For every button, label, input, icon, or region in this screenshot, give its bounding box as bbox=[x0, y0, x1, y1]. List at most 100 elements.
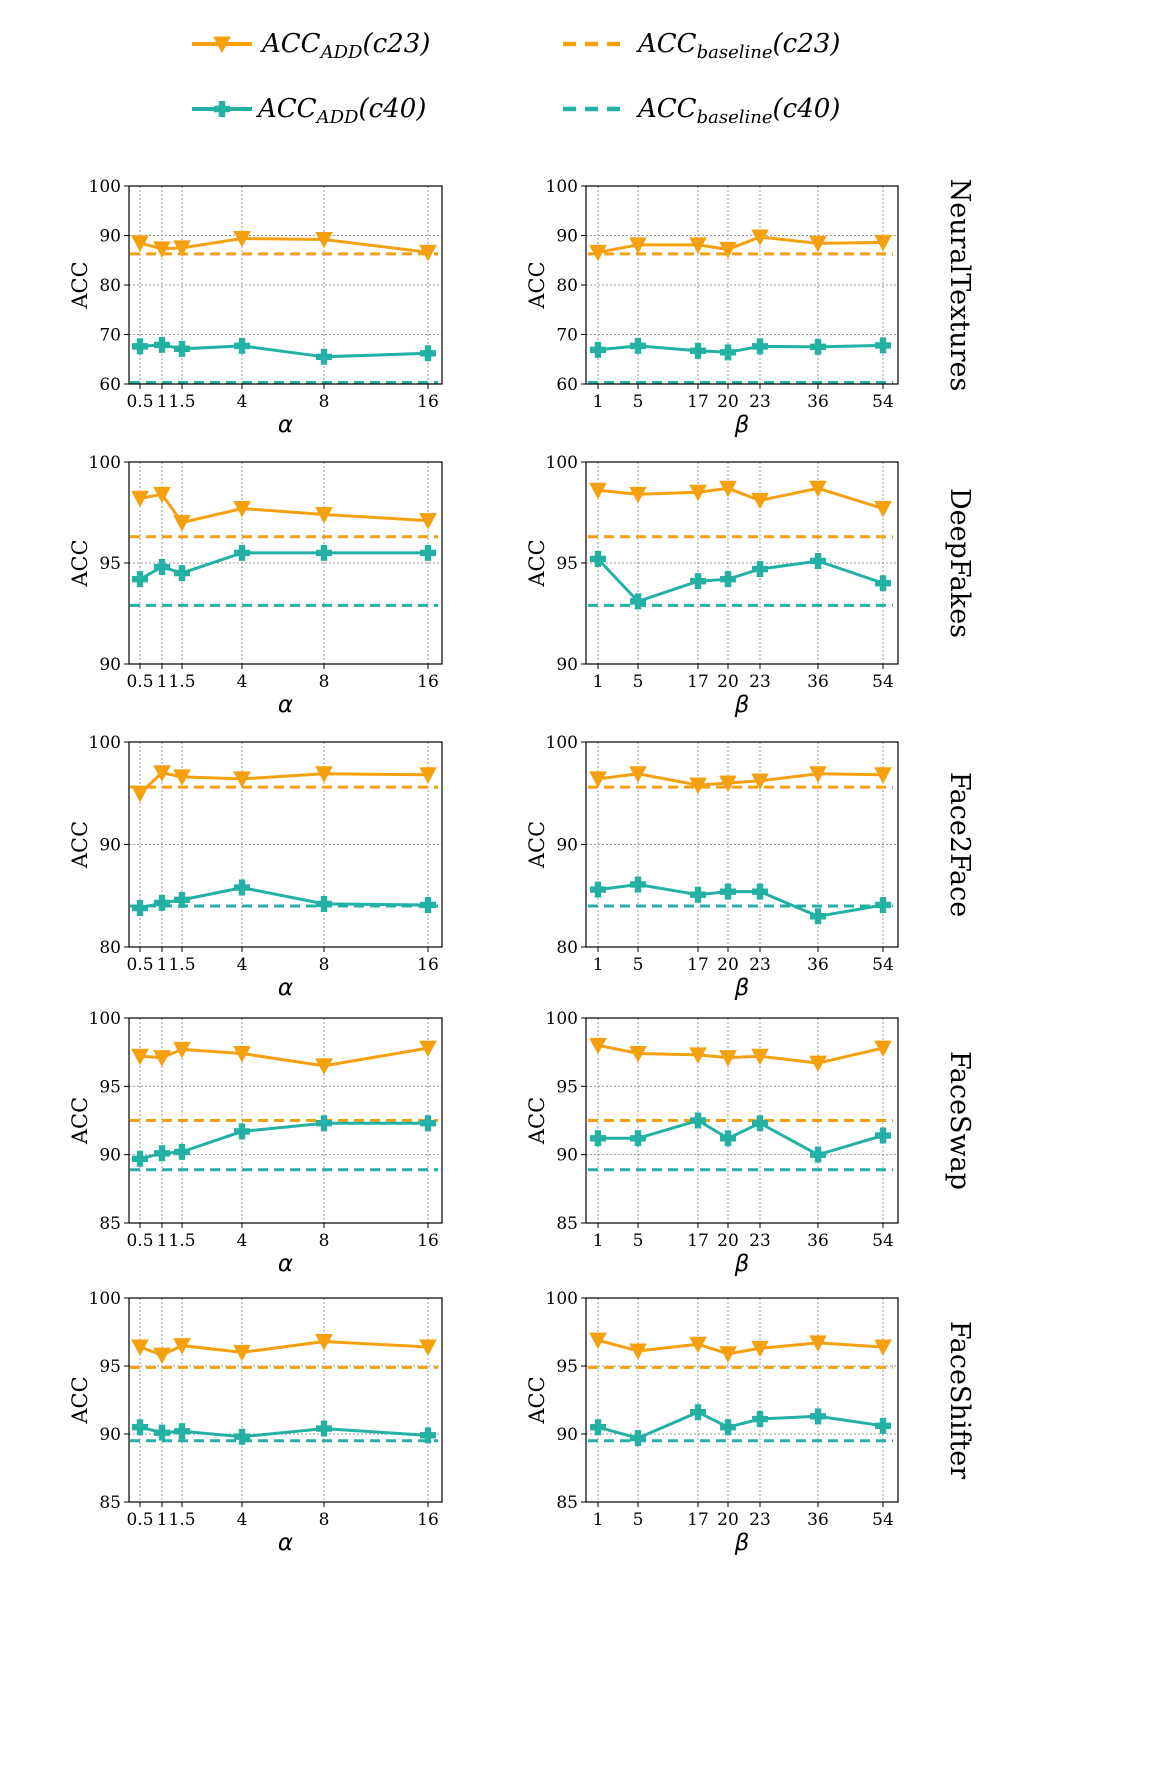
y-tick-label: 60 bbox=[556, 375, 578, 395]
data-point-c40 bbox=[316, 348, 332, 365]
legend-label: ACCADD(c40) bbox=[256, 94, 426, 128]
x-tick-label: 20 bbox=[717, 955, 739, 975]
chart-panel-face2face-beta: 80 90 100 1 5 17 20 23 36 54 β ACC bbox=[525, 733, 899, 1001]
data-point-c40 bbox=[316, 895, 332, 912]
data-point-c40 bbox=[590, 1130, 606, 1147]
y-tick-label: 100 bbox=[89, 1289, 121, 1309]
x-tick-label: 1 bbox=[157, 672, 168, 692]
x-tick-label: 20 bbox=[717, 1510, 739, 1530]
x-axis-label: α bbox=[278, 412, 293, 438]
data-point-c40 bbox=[316, 1115, 332, 1132]
data-point-c23 bbox=[419, 513, 437, 530]
legend-base: ACC bbox=[636, 94, 697, 124]
data-point-c40 bbox=[875, 1127, 891, 1144]
legend-base: ACC bbox=[636, 29, 697, 59]
data-point-c23 bbox=[233, 771, 251, 788]
data-point-c40 bbox=[810, 552, 826, 569]
legend-marker bbox=[214, 101, 230, 117]
x-tick-label: 54 bbox=[872, 1510, 894, 1530]
x-tick-label: 1 bbox=[157, 955, 168, 975]
data-point-c40 bbox=[690, 342, 706, 359]
x-tick-label: 1 bbox=[157, 1231, 168, 1251]
x-tick-label: 1 bbox=[593, 392, 604, 412]
x-tick-label: 17 bbox=[687, 1231, 709, 1251]
x-tick-label: 20 bbox=[717, 392, 739, 412]
x-tick-label: 23 bbox=[749, 1510, 771, 1530]
data-point-c40 bbox=[875, 337, 891, 354]
data-point-c40 bbox=[132, 900, 148, 917]
y-tick-label: 100 bbox=[89, 733, 121, 753]
data-point-c40 bbox=[875, 575, 891, 592]
data-point-c40 bbox=[174, 1143, 190, 1160]
data-point-c23 bbox=[689, 484, 707, 502]
y-tick-label: 85 bbox=[556, 1493, 578, 1513]
data-point-c40 bbox=[154, 894, 170, 911]
data-point-c40 bbox=[174, 1423, 190, 1440]
y-tick-label: 90 bbox=[99, 655, 121, 675]
data-point-c23 bbox=[689, 1047, 707, 1064]
data-point-c23 bbox=[315, 766, 333, 783]
data-point-c23 bbox=[419, 244, 437, 262]
data-point-c40 bbox=[630, 593, 646, 610]
data-point-c40 bbox=[420, 345, 436, 362]
y-tick-label: 100 bbox=[89, 453, 121, 473]
data-point-c23 bbox=[315, 1058, 333, 1075]
x-tick-label: 54 bbox=[872, 1231, 894, 1251]
data-point-c40 bbox=[810, 1146, 826, 1163]
x-axis-label: α bbox=[278, 692, 293, 718]
data-point-c23 bbox=[153, 486, 171, 504]
data-point-c40 bbox=[690, 573, 706, 590]
axes-frame bbox=[585, 1297, 899, 1503]
legend-base: ACC bbox=[260, 29, 321, 59]
data-point-c40 bbox=[420, 1427, 436, 1444]
y-tick-label: 90 bbox=[99, 836, 121, 856]
x-axis-label: β bbox=[734, 1251, 750, 1277]
series-line-c23 bbox=[138, 771, 429, 795]
legend-item-dashed-c40: ACCbaseline(c40) bbox=[563, 94, 840, 128]
data-point-c40 bbox=[174, 565, 190, 582]
data-point-c40 bbox=[810, 908, 826, 925]
data-point-c23 bbox=[589, 771, 607, 788]
y-tick-label: 95 bbox=[556, 1077, 578, 1097]
legend-item-solid-c40: ACCADD(c40) bbox=[192, 94, 426, 128]
grid bbox=[586, 1297, 898, 1503]
y-tick-label: 90 bbox=[556, 836, 578, 856]
y-axis-label: ACC bbox=[68, 539, 92, 587]
x-tick-label: 1 bbox=[593, 955, 604, 975]
data-point-c40 bbox=[154, 1145, 170, 1162]
data-point-c23 bbox=[809, 480, 827, 498]
grid bbox=[129, 1297, 442, 1503]
x-axis-label: β bbox=[734, 692, 750, 718]
data-point-c40 bbox=[690, 886, 706, 903]
y-tick-label: 85 bbox=[99, 1493, 121, 1513]
x-tick-label: 23 bbox=[749, 955, 771, 975]
data-point-c23 bbox=[629, 766, 647, 783]
data-point-c40 bbox=[752, 883, 768, 900]
x-tick-label: 1 bbox=[593, 1510, 604, 1530]
chart-panel-deepfakes-alpha: 90 95 100 0.5 1 1.5 4 8 16 α ACC bbox=[68, 453, 443, 718]
data-point-c40 bbox=[132, 1419, 148, 1436]
y-tick-label: 90 bbox=[556, 227, 578, 247]
y-tick-label: 80 bbox=[556, 276, 578, 296]
x-axis-label: α bbox=[278, 1530, 293, 1556]
x-tick-label: 36 bbox=[807, 1231, 829, 1251]
x-tick-label: 1.5 bbox=[168, 1510, 195, 1530]
x-tick-label: 0.5 bbox=[126, 955, 153, 975]
data-point-c23 bbox=[173, 1338, 191, 1355]
data-point-c40 bbox=[810, 1408, 826, 1425]
x-tick-label: 17 bbox=[687, 955, 709, 975]
x-tick-label: 4 bbox=[237, 672, 248, 692]
y-axis-label: ACC bbox=[525, 821, 549, 869]
data-point-c40 bbox=[590, 1419, 606, 1436]
y-axis-label: ACC bbox=[68, 261, 92, 309]
data-point-c23 bbox=[153, 1347, 171, 1365]
y-tick-label: 85 bbox=[556, 1214, 578, 1234]
data-point-c23 bbox=[719, 241, 737, 259]
y-axis-label: ACC bbox=[525, 1376, 549, 1424]
data-point-c23 bbox=[233, 500, 251, 518]
y-tick-label: 60 bbox=[99, 375, 121, 395]
data-point-c23 bbox=[131, 490, 149, 508]
y-tick-label: 95 bbox=[99, 1357, 121, 1377]
x-tick-label: 4 bbox=[237, 955, 248, 975]
data-point-c23 bbox=[315, 507, 333, 524]
